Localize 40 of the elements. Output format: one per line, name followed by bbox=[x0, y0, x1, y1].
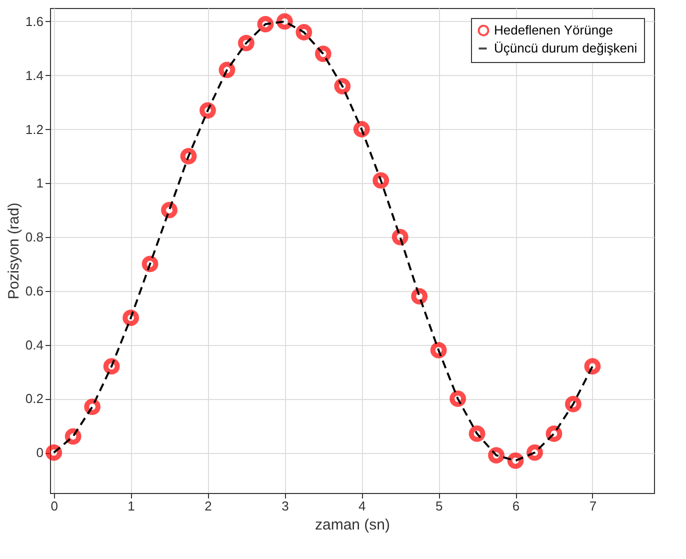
y-tick-label: 1.2 bbox=[25, 122, 44, 137]
x-tick-label: 2 bbox=[204, 498, 212, 514]
point bbox=[257, 16, 274, 32]
point bbox=[122, 310, 139, 326]
point bbox=[565, 396, 582, 412]
x-tick-label: 5 bbox=[435, 498, 443, 514]
point bbox=[392, 228, 408, 246]
x-tick-label: 1 bbox=[128, 498, 135, 514]
legend-label: Hedeflenen Yörünge bbox=[494, 22, 614, 38]
y-tick-label: 0.2 bbox=[25, 391, 44, 406]
x-tick-label: 4 bbox=[358, 498, 366, 514]
point bbox=[584, 358, 601, 375]
x-tick-label: 0 bbox=[50, 498, 58, 514]
point bbox=[103, 358, 120, 375]
point bbox=[430, 342, 447, 358]
y-tick-label: 0.6 bbox=[25, 283, 44, 298]
point bbox=[180, 148, 197, 164]
point bbox=[468, 426, 486, 442]
point bbox=[372, 172, 390, 189]
point bbox=[296, 24, 312, 40]
point bbox=[142, 256, 158, 272]
point bbox=[200, 102, 216, 119]
y-tick-label: 0 bbox=[36, 445, 44, 460]
point bbox=[238, 34, 254, 52]
point bbox=[353, 121, 370, 138]
x-tick-label: 3 bbox=[282, 498, 289, 514]
point bbox=[450, 390, 466, 407]
legend-label: Üçüncü durum değişkeni bbox=[494, 40, 638, 56]
point bbox=[46, 444, 62, 461]
y-tick-label: 1 bbox=[36, 176, 44, 191]
y-tick-label: 0.4 bbox=[25, 337, 44, 352]
x-axis-title: zaman (sn) bbox=[314, 516, 390, 534]
point bbox=[334, 78, 351, 94]
y-tick-label: 1.6 bbox=[25, 14, 44, 29]
x-tick-label: 6 bbox=[512, 498, 520, 514]
y-tick-label: 1.4 bbox=[25, 68, 44, 83]
y-axis-title: Pozisyon (rad) bbox=[5, 202, 22, 300]
x-tick-label: 7 bbox=[589, 498, 597, 514]
point bbox=[488, 447, 504, 464]
y-tick-label: 0.8 bbox=[25, 230, 44, 245]
